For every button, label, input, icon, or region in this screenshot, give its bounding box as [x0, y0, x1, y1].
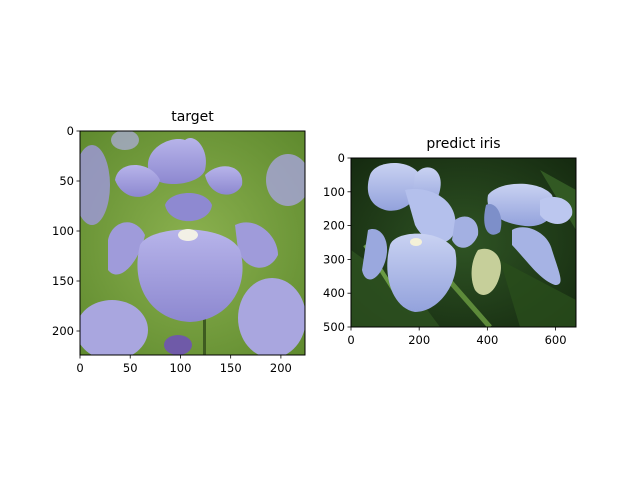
axes-frame-target [79, 130, 306, 356]
chart-title-target: target [171, 109, 214, 125]
panel-target: target 0 50 100 150 200 0 50 100 [52, 109, 306, 375]
target-iris-image [80, 131, 305, 355]
x-tick-label-predict: 400 [476, 333, 498, 347]
predict-iris-image [351, 158, 576, 327]
y-tick-label-target: 100 [52, 224, 74, 238]
axis-predict: 0 200 400 600 0 100 200 300 400 500 [323, 151, 566, 347]
y-tick-label-predict: 500 [323, 320, 345, 334]
x-tick-label-target: 50 [123, 361, 138, 375]
axes-frame-predict [350, 157, 577, 328]
y-tick-label-target: 50 [59, 174, 74, 188]
y-tick-label-predict: 200 [323, 219, 345, 233]
y-tick-label-target: 150 [52, 274, 74, 288]
x-tick-label-target: 200 [270, 361, 292, 375]
x-tick-label-predict: 600 [545, 333, 567, 347]
y-tick-label-target: 0 [67, 124, 74, 138]
x-tick-label-target: 100 [169, 361, 191, 375]
x-tick-label-target: 0 [76, 361, 83, 375]
x-tick-label-target: 150 [220, 361, 242, 375]
y-tick-label-predict: 400 [323, 286, 345, 300]
x-tick-label-predict: 0 [347, 333, 354, 347]
y-tick-label-predict: 300 [323, 252, 345, 266]
axis-target: 0 50 100 150 200 0 50 100 150 200 [52, 124, 292, 375]
chart-title-predict: predict iris [426, 136, 500, 152]
y-tick-label-predict: 0 [338, 151, 345, 165]
y-tick-label-target: 200 [52, 324, 74, 338]
x-tick-label-predict: 200 [408, 333, 430, 347]
y-tick-label-predict: 100 [323, 185, 345, 199]
